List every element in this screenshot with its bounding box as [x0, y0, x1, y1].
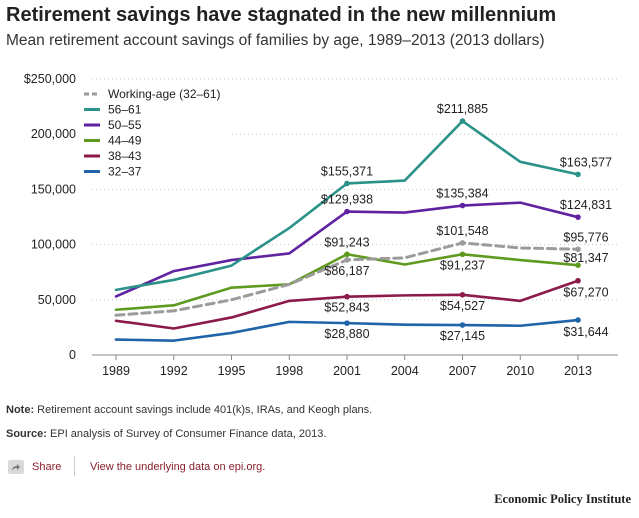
- y-tick-label: 150,000: [31, 182, 76, 196]
- note-text: Retirement account savings include 401(k…: [34, 404, 373, 416]
- data-label: $95,776: [563, 230, 608, 244]
- data-label: $135,384: [436, 187, 488, 201]
- data-point: [459, 322, 466, 328]
- data-point: [459, 202, 466, 209]
- data-point: [344, 251, 350, 258]
- data-point: [575, 262, 581, 268]
- data-point: [344, 180, 350, 187]
- data-point: [575, 171, 581, 178]
- line-chart: 0 50,000 100,000 150,000 200,000 $250,000 1989…: [24, 72, 618, 378]
- data-label: $155,371: [321, 164, 373, 178]
- x-tick-label: 2001: [333, 364, 361, 378]
- data-label: $86,187: [324, 264, 369, 278]
- legend-label: 38–43: [108, 149, 142, 163]
- data-point: [575, 277, 581, 284]
- footer-divider: [74, 456, 75, 476]
- chart-subtitle: Mean retirement account savings of famil…: [6, 32, 545, 49]
- source-label: Source:: [6, 428, 47, 440]
- data-label: $163,577: [560, 155, 612, 169]
- footer: Share View the underlying data on epi.or…: [6, 456, 633, 482]
- x-tick-label: 2007: [449, 364, 477, 378]
- data-label: $91,243: [324, 235, 369, 249]
- brand-logo: Economic Policy Institute: [494, 492, 631, 506]
- x-tick-label: 2004: [391, 364, 419, 378]
- legend-label: Working-age (32–61): [108, 87, 221, 101]
- legend-background: [80, 84, 230, 181]
- data-label: $211,885: [437, 102, 488, 116]
- y-tick-label: $250,000: [24, 72, 76, 86]
- legend-label: 56–61: [108, 103, 142, 117]
- data-label: $52,843: [324, 301, 369, 315]
- data-point: [575, 214, 581, 220]
- x-tick-label: 1995: [218, 364, 246, 378]
- view-data-link[interactable]: View the underlying data on epi.org.: [90, 461, 266, 473]
- x-tick-label: 2010: [506, 364, 534, 378]
- data-label: $129,938: [321, 193, 373, 207]
- note-line: Note: Retirement account savings include…: [6, 404, 372, 416]
- data-point: [459, 118, 466, 124]
- share-arrow-icon: [8, 460, 24, 474]
- data-point: [575, 246, 581, 253]
- y-tick-label: 50,000: [38, 293, 76, 307]
- data-label: $124,831: [560, 198, 612, 212]
- data-point: [344, 293, 350, 300]
- x-tick-label: 1992: [160, 364, 188, 378]
- data-label: $54,527: [440, 299, 485, 313]
- data-point: [575, 317, 581, 323]
- data-label: $81,347: [563, 251, 608, 265]
- data-point: [459, 240, 466, 246]
- y-tick-label: 100,000: [31, 238, 76, 252]
- source-text: EPI analysis of Survey of Consumer Finan…: [46, 428, 327, 440]
- y-tick-label: 0: [69, 348, 76, 362]
- note-label: Note:: [6, 404, 35, 416]
- data-label: $101,548: [436, 224, 488, 238]
- data-point: [344, 208, 350, 215]
- share-button[interactable]: Share: [8, 460, 61, 474]
- data-point: [344, 320, 350, 326]
- source-line: Source: EPI analysis of Survey of Consum…: [6, 428, 326, 440]
- y-tick-label: 200,000: [31, 127, 76, 141]
- x-tick-label: 1998: [275, 364, 303, 378]
- x-tick-label: 2013: [564, 364, 592, 378]
- data-point: [344, 257, 350, 263]
- legend-label: 32–37: [108, 165, 142, 179]
- data-label: $67,270: [563, 286, 608, 300]
- data-point: [459, 292, 466, 298]
- data-label: $27,145: [440, 329, 485, 343]
- share-label: Share: [32, 461, 62, 473]
- data-label: $31,644: [563, 325, 608, 339]
- series-line: [114, 201, 580, 298]
- x-tick-label: 1989: [102, 364, 130, 378]
- data-label: $28,880: [324, 327, 369, 341]
- legend-label: 50–55: [108, 118, 142, 132]
- data-label: $91,237: [440, 258, 485, 272]
- data-point: [459, 251, 466, 258]
- legend-label: 44–49: [108, 134, 142, 148]
- chart-title: Retirement savings have stagnated in the…: [6, 4, 557, 26]
